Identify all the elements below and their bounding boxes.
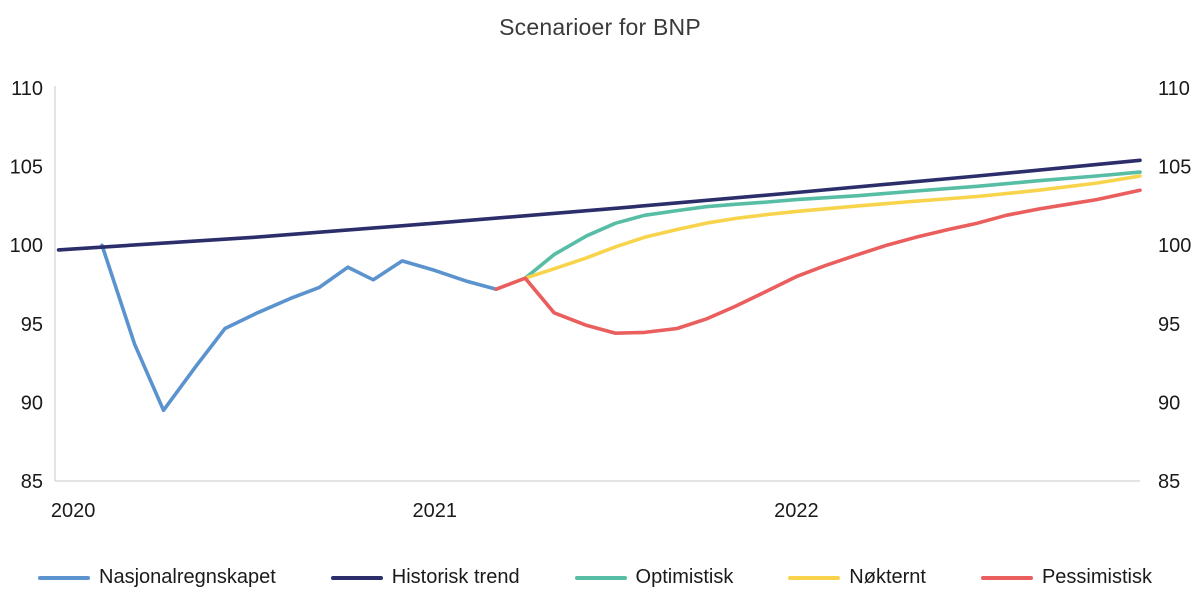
series-line-nøkternt: [523, 174, 1142, 281]
y-axis-tick-label-left: 95: [21, 314, 43, 336]
y-axis-tick-label-right: 105: [1158, 157, 1191, 179]
series-line-nasjonalregnskapet: [100, 243, 499, 413]
legend-item-historisk-trend: Historisk trend: [330, 566, 520, 589]
y-axis-tick-label-left: 100: [10, 235, 43, 257]
legend-item-nasjonalregnskapet: Nasjonalregnskapet: [38, 566, 276, 589]
x-axis-tick-label: 2020: [51, 500, 96, 522]
legend-label: Historisk trend: [391, 566, 520, 588]
legend-label: Nøkternt: [849, 566, 926, 588]
legend-label: Optimistisk: [635, 566, 734, 588]
y-axis-tick-label-left: 110: [11, 78, 43, 100]
y-axis-tick-label-left: 105: [10, 157, 43, 179]
chart-title: Scenarioer for BNP: [499, 14, 701, 40]
x-axis-tick-label: 2022: [774, 500, 819, 522]
legend-swatch-line: [788, 575, 841, 580]
legend: Nasjonalregnskapet Historisk trend Optimis…: [38, 566, 1152, 589]
legend-swatch-line: [980, 575, 1033, 580]
legend-item-nøkternt: Nøkternt: [788, 566, 926, 589]
legend-label: Nasjonalregnskapet: [99, 566, 276, 588]
legend-swatch-line: [38, 575, 90, 580]
y-axis-tick-label-left: 85: [21, 471, 43, 493]
legend-swatch-line: [574, 575, 627, 580]
y-axis-tick-label-right: 95: [1158, 314, 1180, 336]
series-line-pessimistisk: [494, 188, 1142, 336]
legend-swatch-line: [330, 575, 383, 580]
y-axis-tick-label-right: 90: [1158, 392, 1180, 414]
series-line-optimistisk: [523, 170, 1142, 281]
legend-label: Pessimistisk: [1041, 566, 1152, 588]
y-axis-tick-label-right: 110: [1158, 78, 1190, 100]
x-axis-tick-label: 2021: [413, 500, 458, 522]
y-axis-tick-label-right: 100: [1158, 235, 1191, 257]
legend-item-optimistisk: Optimistisk: [574, 566, 734, 589]
y-axis-tick-label-left: 90: [21, 392, 43, 414]
series-line-historisk-trend: [56, 158, 1142, 252]
y-axis-tick-label-right: 85: [1158, 471, 1180, 493]
legend-item-pessimistisk: Pessimistisk: [980, 566, 1152, 589]
